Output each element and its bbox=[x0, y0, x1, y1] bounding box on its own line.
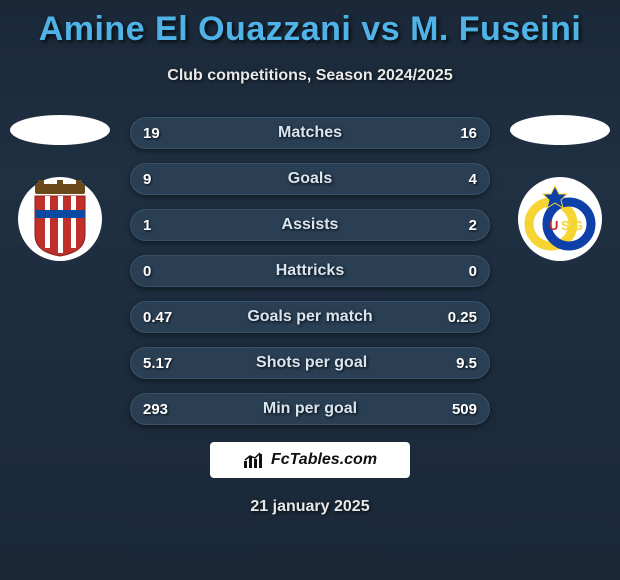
stat-label: Matches bbox=[181, 124, 439, 142]
stat-row: 5.17 Shots per goal 9.5 bbox=[130, 347, 490, 379]
stat-value-right: 2 bbox=[439, 217, 489, 234]
stat-value-right: 0 bbox=[439, 263, 489, 280]
date-label: 21 january 2025 bbox=[0, 498, 620, 516]
stat-label: Hattricks bbox=[181, 262, 439, 280]
club-crest-right: U S G bbox=[518, 177, 602, 261]
stat-label: Shots per goal bbox=[184, 354, 439, 372]
page-title: Amine El Ouazzani vs M. Fuseini bbox=[0, 0, 620, 49]
subtitle: Club competitions, Season 2024/2025 bbox=[0, 67, 620, 85]
stat-row: 0.47 Goals per match 0.25 bbox=[130, 301, 490, 333]
brand-badge[interactable]: FcTables.com bbox=[210, 442, 410, 478]
ellipse-right bbox=[510, 115, 610, 145]
stat-label: Goals bbox=[181, 170, 439, 188]
club-crest-left bbox=[18, 177, 102, 261]
stat-value-left: 9 bbox=[131, 171, 181, 188]
stat-value-right: 16 bbox=[439, 125, 489, 142]
stat-value-left: 293 bbox=[131, 401, 181, 418]
stat-value-right: 509 bbox=[439, 401, 489, 418]
svg-text:G: G bbox=[573, 218, 583, 233]
brand-chart-icon bbox=[243, 451, 265, 469]
stat-value-right: 9.5 bbox=[439, 355, 489, 372]
stat-label: Goals per match bbox=[184, 308, 436, 326]
stat-value-right: 0.25 bbox=[436, 309, 489, 326]
usg-crest-icon: U S G bbox=[521, 180, 599, 258]
braga-crest-icon bbox=[25, 180, 95, 258]
stat-label: Min per goal bbox=[181, 400, 439, 418]
stat-value-left: 19 bbox=[131, 125, 181, 142]
stat-value-left: 1 bbox=[131, 217, 181, 234]
stat-row: 293 Min per goal 509 bbox=[130, 393, 490, 425]
stat-row: 0 Hattricks 0 bbox=[130, 255, 490, 287]
brand-label: FcTables.com bbox=[271, 451, 377, 469]
stat-row: 9 Goals 4 bbox=[130, 163, 490, 195]
svg-text:S: S bbox=[561, 218, 570, 233]
ellipse-left bbox=[10, 115, 110, 145]
stat-value-right: 4 bbox=[439, 171, 489, 188]
stat-label: Assists bbox=[181, 216, 439, 234]
stat-row: 19 Matches 16 bbox=[130, 117, 490, 149]
stat-value-left: 0.47 bbox=[131, 309, 184, 326]
stats-table: 19 Matches 16 9 Goals 4 1 Assists 2 0 Ha… bbox=[130, 117, 490, 439]
stat-value-left: 0 bbox=[131, 263, 181, 280]
stat-row: 1 Assists 2 bbox=[130, 209, 490, 241]
svg-text:U: U bbox=[549, 218, 558, 233]
stat-value-left: 5.17 bbox=[131, 355, 184, 372]
